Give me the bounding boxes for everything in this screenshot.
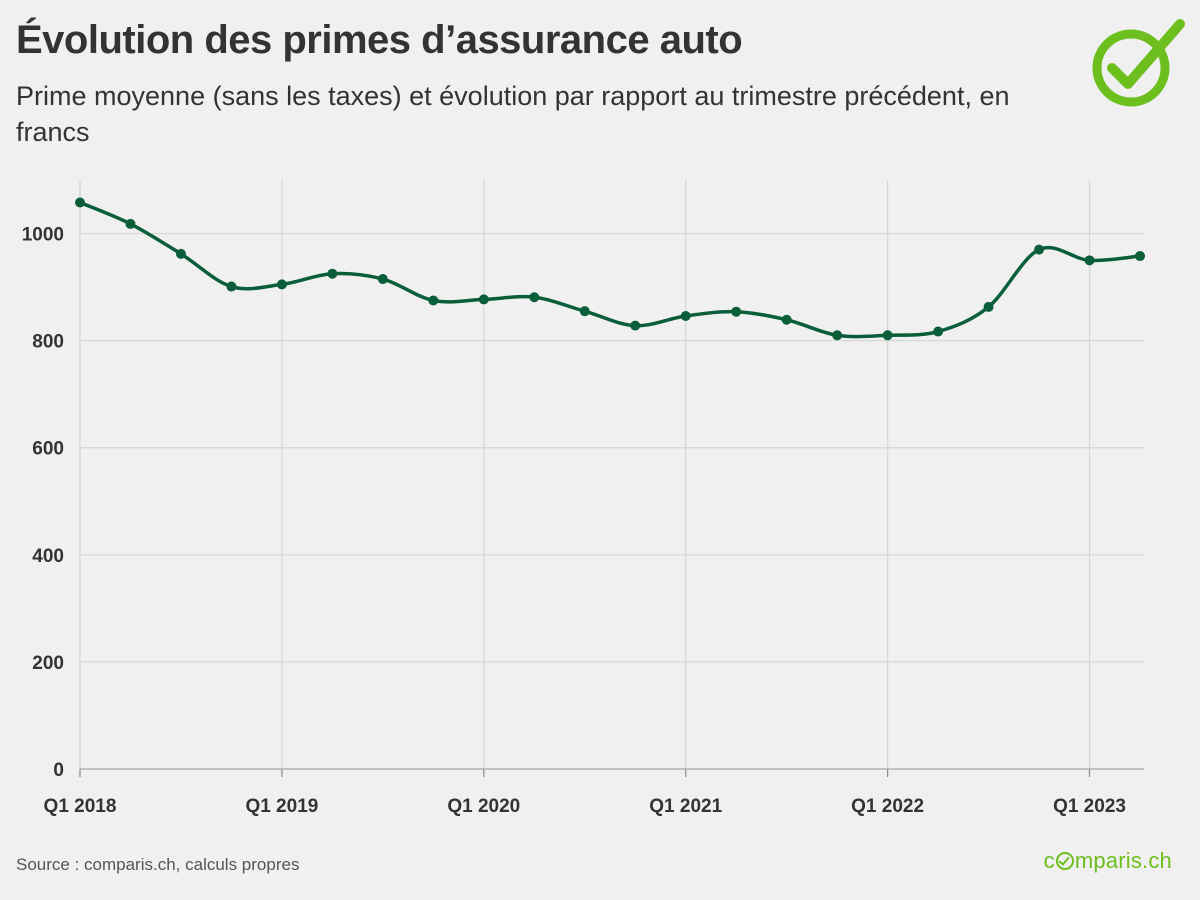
data-point bbox=[579, 306, 590, 317]
data-point bbox=[478, 294, 489, 305]
data-point bbox=[1084, 255, 1095, 266]
data-point bbox=[75, 197, 85, 208]
x-tick-label: Q1 2020 bbox=[447, 796, 520, 817]
data-point bbox=[832, 330, 843, 341]
data-point bbox=[731, 306, 742, 317]
y-tick-label: 1000 bbox=[22, 225, 64, 246]
data-point bbox=[125, 218, 136, 229]
check-circle-icon bbox=[1092, 19, 1185, 107]
data-point bbox=[882, 330, 893, 341]
chart-subtitle: Prime moyenne (sans les taxes) et évolut… bbox=[16, 81, 1010, 147]
data-point bbox=[1034, 244, 1045, 255]
brand-logo: c mparis.ch bbox=[1044, 848, 1172, 874]
data-point bbox=[680, 311, 691, 322]
data-point bbox=[933, 326, 944, 337]
check-circle-icon bbox=[1055, 852, 1074, 870]
x-tick-label: Q1 2023 bbox=[1053, 796, 1126, 817]
source-note: Source : comparis.ch, calculs propres bbox=[16, 855, 300, 874]
data-point bbox=[276, 279, 287, 290]
brand-suffix: mparis.ch bbox=[1074, 848, 1172, 873]
data-point bbox=[377, 274, 388, 285]
data-point bbox=[1135, 251, 1145, 262]
brand-prefix: c bbox=[1043, 848, 1055, 873]
data-point bbox=[428, 295, 439, 306]
series-line bbox=[78, 200, 1142, 339]
data-point bbox=[327, 268, 338, 279]
y-tick-label: 0 bbox=[53, 760, 64, 781]
x-tick-label: Q1 2021 bbox=[649, 796, 722, 817]
data-point bbox=[983, 301, 994, 312]
chart-title: Évolution des primes d’assurance auto bbox=[16, 18, 743, 62]
y-tick-label: 400 bbox=[32, 546, 64, 567]
data-point bbox=[175, 248, 186, 259]
x-tick-label: Q1 2018 bbox=[44, 796, 117, 817]
data-point bbox=[529, 292, 540, 303]
data-point bbox=[781, 314, 792, 325]
x-tick-label: Q1 2019 bbox=[245, 796, 318, 817]
y-tick-label: 800 bbox=[32, 332, 64, 353]
y-tick-label: 600 bbox=[32, 439, 64, 460]
data-point bbox=[226, 281, 237, 292]
data-point bbox=[630, 320, 641, 331]
x-tick-label: Q1 2022 bbox=[851, 796, 924, 817]
y-tick-label: 200 bbox=[32, 653, 64, 674]
